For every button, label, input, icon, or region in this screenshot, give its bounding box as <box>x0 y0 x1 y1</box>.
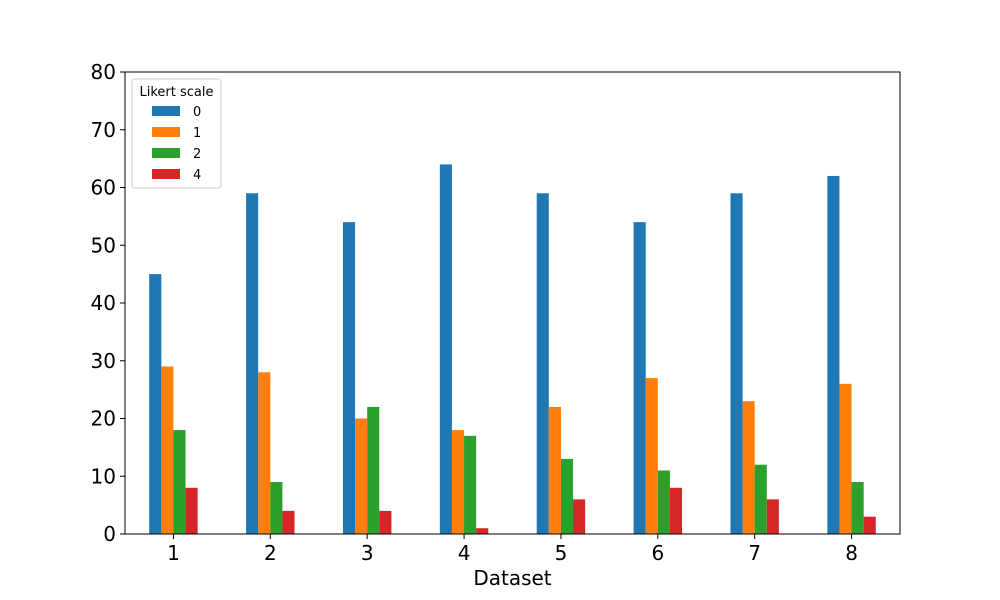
legend-swatch-0 <box>152 106 180 116</box>
bar-series-2-category-6 <box>657 470 670 534</box>
bar-series-4-category-8 <box>863 516 876 534</box>
y-tick-label: 30 <box>91 349 116 373</box>
legend-title: Likert scale <box>140 85 214 100</box>
bar-series-2-category-5 <box>560 458 574 534</box>
bar-series-0-category-1 <box>149 274 162 534</box>
bar-series-0-category-6 <box>633 222 646 534</box>
legend-label-0: 0 <box>193 105 201 120</box>
x-axis-label: Dataset <box>473 566 551 590</box>
bar-series-2-category-8 <box>851 482 864 534</box>
bar-series-2-category-7 <box>754 464 767 534</box>
bar-series-4-category-2 <box>282 510 295 534</box>
x-tick-label: 7 <box>748 541 761 565</box>
x-tick-label: 8 <box>845 541 858 565</box>
bar-series-0-category-8 <box>827 175 840 534</box>
legend-swatch-2 <box>152 148 180 158</box>
x-tick-label: 1 <box>167 541 180 565</box>
bar-series-4-category-1 <box>185 487 198 534</box>
bar-series-1-category-3 <box>355 418 368 534</box>
bar-series-4-category-4 <box>476 528 489 534</box>
bar-series-1-category-6 <box>645 378 658 534</box>
bar-series-2-category-2 <box>270 482 283 534</box>
y-tick-label: 50 <box>91 233 116 257</box>
legend-swatch-4 <box>152 169 180 179</box>
y-tick-label: 20 <box>91 407 116 431</box>
bar-series-1-category-5 <box>548 406 561 534</box>
x-tick-label: 3 <box>361 541 374 565</box>
x-tick-label: 4 <box>458 541 471 565</box>
y-tick-label: 80 <box>91 60 116 84</box>
legend-swatch-1 <box>152 127 180 137</box>
legend-label-2: 2 <box>193 147 201 162</box>
bars-layer <box>149 164 876 534</box>
bar-series-4-category-7 <box>766 499 779 534</box>
bar-series-2-category-1 <box>173 430 186 534</box>
bar-series-2-category-3 <box>367 406 380 534</box>
y-tick-label: 10 <box>91 464 116 488</box>
bar-series-1-category-7 <box>742 401 755 534</box>
plot-frame <box>124 71 901 535</box>
bar-series-0-category-4 <box>439 164 452 534</box>
bar-series-1-category-4 <box>451 430 465 534</box>
x-tick-label: 5 <box>555 541 568 565</box>
bar-series-0-category-5 <box>536 193 549 534</box>
legend-label-1: 1 <box>193 126 201 141</box>
y-tick-label: 40 <box>91 291 116 315</box>
legend-items: 0 1 2 4 <box>152 105 201 183</box>
bar-series-1-category-1 <box>161 366 174 534</box>
y-tick-label: 0 <box>103 522 116 546</box>
bar-series-0-category-7 <box>730 193 743 534</box>
bar-series-0-category-2 <box>246 193 259 534</box>
bar-series-0-category-3 <box>342 222 356 534</box>
legend-label-4: 4 <box>193 168 201 183</box>
legend: Likert scale 0 1 2 4 <box>131 78 222 189</box>
y-axis: 0 10 20 30 40 50 60 70 80 <box>91 60 125 546</box>
bar-series-4-category-3 <box>379 510 392 534</box>
x-axis: 1 2 3 4 5 6 7 8 <box>167 534 858 565</box>
y-tick-label: 60 <box>91 176 116 200</box>
x-tick-label: 6 <box>651 541 664 565</box>
bar-series-2-category-4 <box>464 435 477 534</box>
bar-series-1-category-2 <box>258 372 271 534</box>
bar-series-1-category-8 <box>839 383 852 534</box>
bar-series-4-category-6 <box>669 487 683 534</box>
x-tick-label: 2 <box>264 541 277 565</box>
y-tick-label: 70 <box>91 118 116 142</box>
bar-series-4-category-5 <box>573 499 586 534</box>
